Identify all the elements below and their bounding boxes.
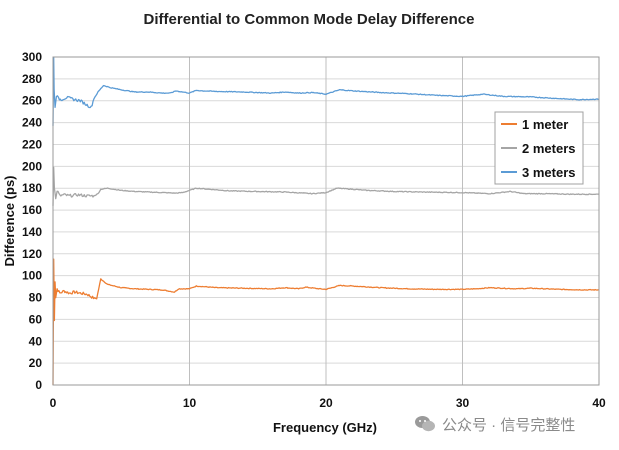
y-tick-label: 60 [29, 312, 43, 326]
y-axis-title: Difference (ps) [2, 175, 17, 266]
legend-label: 3 meters [522, 165, 575, 180]
series-line-3 [52, 56, 600, 126]
y-tick-label: 180 [22, 181, 42, 195]
y-tick-label: 40 [29, 334, 43, 348]
legend: 1 meter 2 meters 3 meters [494, 111, 584, 185]
y-tick-label: 160 [22, 203, 42, 217]
y-tick-label: 260 [22, 94, 42, 108]
y-tick-label: 140 [22, 225, 42, 239]
watermark-text: 公众号 · 信号完整性 [442, 416, 576, 434]
x-axis-title: Frequency (GHz) [273, 420, 377, 435]
y-tick-label: 280 [22, 72, 42, 86]
grid [52, 56, 600, 386]
x-tick-label: 30 [456, 396, 470, 410]
y-tick-label: 220 [22, 137, 42, 151]
watermark: 公众号 · 信号完整性 [414, 412, 575, 436]
series-line-2 [52, 166, 600, 206]
x-tick-label: 0 [50, 396, 57, 410]
series-layer [52, 56, 600, 386]
tick-labels: 0204060801001201401601802002202402602803… [22, 50, 606, 410]
plot-frame [52, 56, 600, 386]
y-tick-label: 300 [22, 50, 42, 64]
y-tick-label: 100 [22, 269, 42, 283]
legend-label: 2 meters [522, 141, 575, 156]
y-tick-label: 240 [22, 116, 42, 130]
chart-title: Differential to Common Mode Delay Differ… [144, 11, 475, 28]
x-tick-label: 10 [183, 396, 197, 410]
x-tick-label: 20 [319, 396, 333, 410]
series-line-1 [52, 258, 600, 386]
y-tick-label: 20 [29, 356, 43, 370]
x-tick-label: 40 [592, 396, 606, 410]
y-tick-label: 120 [22, 247, 42, 261]
legend-label: 1 meter [522, 117, 568, 132]
wechat-icon [415, 416, 435, 432]
y-tick-label: 200 [22, 159, 42, 173]
y-tick-label: 0 [35, 378, 42, 392]
y-tick-label: 80 [29, 291, 43, 305]
